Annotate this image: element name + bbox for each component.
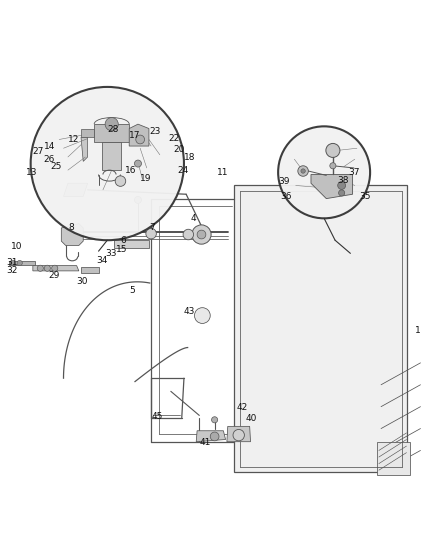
Text: 6: 6 [120,236,126,245]
Text: 34: 34 [96,256,108,265]
Circle shape [31,87,184,240]
Text: 32: 32 [7,265,18,274]
Circle shape [105,118,118,131]
Text: 14: 14 [44,142,55,150]
Text: 13: 13 [26,168,38,177]
Circle shape [115,176,126,187]
Text: 30: 30 [77,277,88,286]
Circle shape [134,160,141,167]
Polygon shape [196,431,226,442]
Circle shape [52,265,58,271]
Polygon shape [114,240,149,248]
Text: 31: 31 [7,257,18,266]
Circle shape [136,135,145,144]
Text: 18: 18 [184,154,195,163]
Circle shape [338,182,346,189]
Text: 43: 43 [184,306,195,316]
Polygon shape [64,183,88,197]
Text: 25: 25 [50,162,62,171]
Polygon shape [311,174,353,199]
Text: 1: 1 [415,326,420,335]
Text: 45: 45 [151,412,162,421]
Polygon shape [33,265,79,271]
Circle shape [192,225,211,244]
Text: 35: 35 [359,192,371,201]
Polygon shape [129,124,149,146]
Text: 16: 16 [125,166,136,175]
Circle shape [134,197,141,204]
Circle shape [212,417,218,423]
Text: 28: 28 [107,125,119,134]
Circle shape [210,432,219,441]
Text: 22: 22 [169,134,180,143]
Circle shape [146,229,156,239]
Text: 7: 7 [149,223,155,231]
FancyBboxPatch shape [234,185,407,472]
Circle shape [278,126,370,219]
FancyBboxPatch shape [377,442,410,474]
Circle shape [37,265,43,271]
Text: 11: 11 [217,168,228,177]
Text: 38: 38 [337,176,349,185]
Text: 8: 8 [68,223,74,231]
Polygon shape [81,138,88,161]
Text: 19: 19 [140,174,152,183]
Polygon shape [227,426,251,442]
Text: 29: 29 [48,271,60,280]
Circle shape [194,308,210,324]
Text: 37: 37 [348,168,360,177]
Text: 26: 26 [43,155,54,164]
Circle shape [11,260,16,265]
Text: 40: 40 [245,415,257,423]
Circle shape [197,230,206,239]
Circle shape [326,143,340,157]
Circle shape [330,163,336,169]
Polygon shape [61,223,83,246]
Circle shape [233,430,244,441]
Text: 12: 12 [68,135,79,144]
Text: 36: 36 [280,192,292,201]
Polygon shape [9,261,35,265]
Polygon shape [81,268,99,273]
Text: 17: 17 [129,131,141,140]
Text: 15: 15 [116,245,127,254]
Text: 42: 42 [237,403,248,412]
Text: 41: 41 [199,438,211,447]
Text: 39: 39 [278,176,290,185]
Text: 4: 4 [191,214,196,223]
Polygon shape [81,128,94,138]
Circle shape [301,169,305,173]
Text: 5: 5 [129,286,135,295]
Polygon shape [102,142,121,170]
Circle shape [17,260,22,265]
Text: 10: 10 [11,243,22,251]
Circle shape [44,265,50,271]
Circle shape [339,190,345,196]
Text: 23: 23 [149,127,160,136]
Text: 20: 20 [173,144,184,154]
Text: 24: 24 [177,166,189,175]
Polygon shape [94,124,129,142]
Text: 33: 33 [105,249,117,258]
Circle shape [298,166,308,176]
Text: 27: 27 [33,147,44,156]
Circle shape [183,229,194,240]
